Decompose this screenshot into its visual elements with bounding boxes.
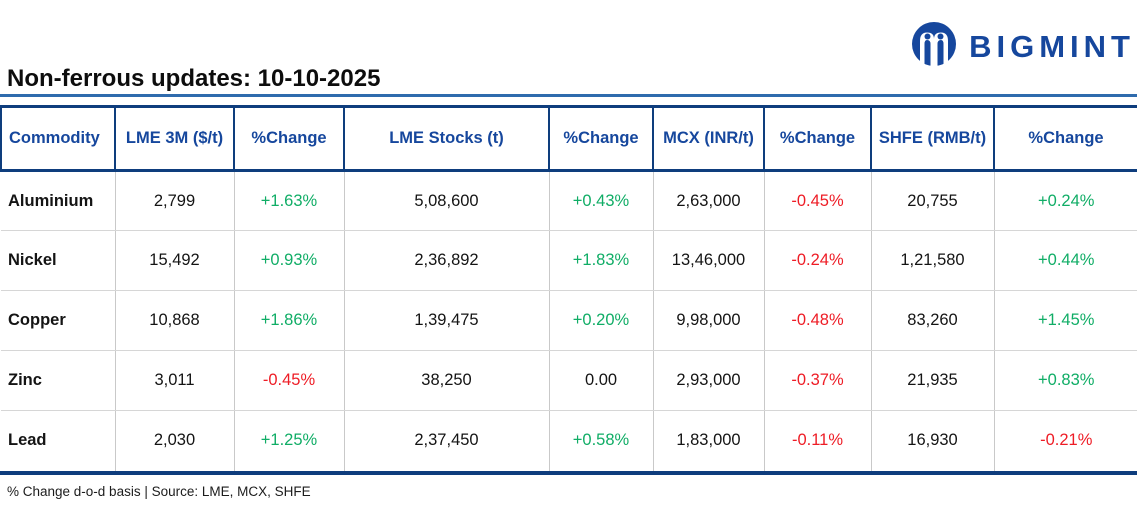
- header-pct-change-shfe: %Change: [994, 105, 1137, 172]
- commodities-table: Commodity LME 3M ($/t) %Change LME Stock…: [0, 105, 1137, 471]
- commodity-cell: Nickel: [1, 230, 116, 291]
- percent-change-cell: -0.11%: [764, 410, 872, 471]
- value-cell: 2,37,450: [344, 410, 550, 471]
- percent-change-cell: +0.24%: [994, 170, 1137, 231]
- table-row: Lead 2,030 +1.25% 2,37,450 +0.58% 1,83,000 -0.…: [1, 410, 1137, 471]
- commodity-cell: Lead: [1, 410, 116, 471]
- value-cell: 13,46,000: [653, 230, 765, 291]
- header-shfe: SHFE (RMB/t): [871, 105, 995, 172]
- header-lme-3m: LME 3M ($/t): [115, 105, 235, 172]
- top-header: BIGMINT Non-ferrous updates: 10-10-2025: [0, 0, 1137, 97]
- value-cell: 20,755: [871, 170, 995, 231]
- value-cell: 5,08,600: [344, 170, 550, 231]
- footnote: % Change d-o-d basis | Source: LME, MCX,…: [7, 483, 311, 499]
- value-cell: 83,260: [871, 290, 995, 351]
- header-pct-change-mcx: %Change: [764, 105, 872, 172]
- value-cell: 21,935: [871, 350, 995, 411]
- bigmint-m-icon: [912, 22, 957, 71]
- percent-change-cell: -0.48%: [764, 290, 872, 351]
- value-cell: 1,83,000: [653, 410, 765, 471]
- value-cell: 1,39,475: [344, 290, 550, 351]
- percent-change-cell: +1.63%: [234, 170, 345, 231]
- percent-change-cell: +0.20%: [549, 290, 654, 351]
- header-mcx: MCX (INR/t): [653, 105, 765, 172]
- table-bottom-border: [0, 470, 1137, 475]
- value-cell: 2,63,000: [653, 170, 765, 231]
- commodity-cell: Zinc: [1, 350, 116, 411]
- percent-change-cell: +0.93%: [234, 230, 345, 291]
- value-cell: 38,250: [344, 350, 550, 411]
- percent-change-cell: +0.58%: [549, 410, 654, 471]
- header-commodity: Commodity: [0, 105, 116, 172]
- header-pct-change-lme3m: %Change: [234, 105, 345, 172]
- page-title: Non-ferrous updates: 10-10-2025: [7, 65, 381, 92]
- value-cell: 3,011: [115, 350, 235, 411]
- percent-change-cell: +0.83%: [994, 350, 1137, 411]
- percent-change-cell: 0.00: [549, 350, 654, 411]
- brand-wordmark: BIGMINT: [969, 29, 1135, 64]
- table-header-row: Commodity LME 3M ($/t) %Change LME Stock…: [0, 105, 1137, 172]
- value-cell: 15,492: [115, 230, 235, 291]
- commodity-cell: Copper: [1, 290, 116, 351]
- percent-change-cell: +1.83%: [549, 230, 654, 291]
- value-cell: 1,21,580: [871, 230, 995, 291]
- percent-change-cell: -0.45%: [764, 170, 872, 231]
- table-row: Zinc 3,011 -0.45% 38,250 0.00 2,93,000 -0.37% 2…: [1, 350, 1137, 411]
- bigmint-logo: BIGMINT: [909, 20, 1135, 74]
- table-row: Copper 10,868 +1.86% 1,39,475 +0.20% 9,98,000…: [1, 290, 1137, 351]
- table-body: Aluminium 2,799 +1.63% 5,08,600 +0.43% 2,63,0…: [1, 170, 1137, 471]
- percent-change-cell: -0.45%: [234, 350, 345, 411]
- commodity-cell: Aluminium: [1, 170, 116, 231]
- header-pct-change-stocks: %Change: [549, 105, 654, 172]
- percent-change-cell: -0.21%: [1040, 431, 1093, 450]
- table-row: Nickel 15,492 +0.93% 2,36,892 +1.83% 13,46,00…: [1, 230, 1137, 291]
- percent-change-cell: -0.24%: [764, 230, 872, 291]
- percent-change-cell: +1.45%: [994, 290, 1137, 351]
- table-row: Aluminium 2,799 +1.63% 5,08,600 +0.43% 2,63,0…: [1, 170, 1137, 231]
- value-cell: 10,868: [115, 290, 235, 351]
- percent-change-cell: +0.43%: [549, 170, 654, 231]
- value-cell: 16,930: [871, 410, 995, 471]
- value-cell: 2,030: [115, 410, 235, 471]
- percent-change-cell: +1.25%: [234, 410, 345, 471]
- percent-change-cell: +1.86%: [234, 290, 345, 351]
- value-cell: 2,93,000: [653, 350, 765, 411]
- value-cell: 2,36,892: [344, 230, 550, 291]
- value-cell: 2,799: [115, 170, 235, 231]
- header-lme-stocks: LME Stocks (t): [344, 105, 550, 172]
- value-cell: 9,98,000: [653, 290, 765, 351]
- percent-change-cell: +0.44%: [994, 230, 1137, 291]
- percent-change-cell: -0.37%: [764, 350, 872, 411]
